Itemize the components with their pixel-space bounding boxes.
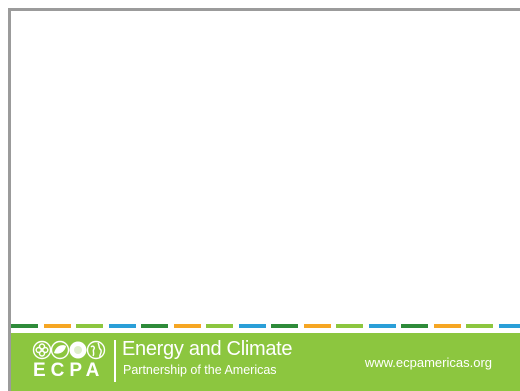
leaf-icon: [50, 340, 70, 360]
color-stripe-segment: [336, 324, 363, 328]
color-stripe-segment: [76, 324, 103, 328]
sun-icon: [69, 341, 87, 359]
logo-icons: [32, 340, 106, 360]
logo-divider: [114, 340, 116, 382]
color-stripe-segment: [173, 324, 201, 328]
color-stripe-segment: [141, 324, 168, 328]
color-stripe-segment: [43, 324, 71, 328]
acronym-label: ECPA: [33, 360, 105, 381]
color-stripe-segment: [498, 324, 520, 328]
color-stripe-bar: [11, 324, 520, 329]
color-stripe-segment: [368, 324, 396, 328]
color-stripe-segment: [466, 324, 493, 328]
color-stripe-segment: [433, 324, 461, 328]
color-stripe-segment: [11, 324, 38, 328]
color-stripe-segment: [108, 324, 136, 328]
color-stripe-segment: [401, 324, 428, 328]
footer-banner: ECPA Energy and Climate Partnership of t…: [11, 333, 520, 391]
globe-icon: [86, 340, 106, 360]
color-stripe-segment: [303, 324, 331, 328]
organization-name: Energy and Climate: [122, 338, 293, 360]
color-stripe-segment: [206, 324, 233, 328]
organization-subtitle: Partnership of the Americas: [123, 363, 277, 377]
flower-icon: [32, 340, 52, 360]
website-link[interactable]: www.ecpamericas.org: [364, 355, 492, 370]
color-stripe-segment: [238, 324, 266, 328]
color-stripe-segment: [271, 324, 298, 328]
